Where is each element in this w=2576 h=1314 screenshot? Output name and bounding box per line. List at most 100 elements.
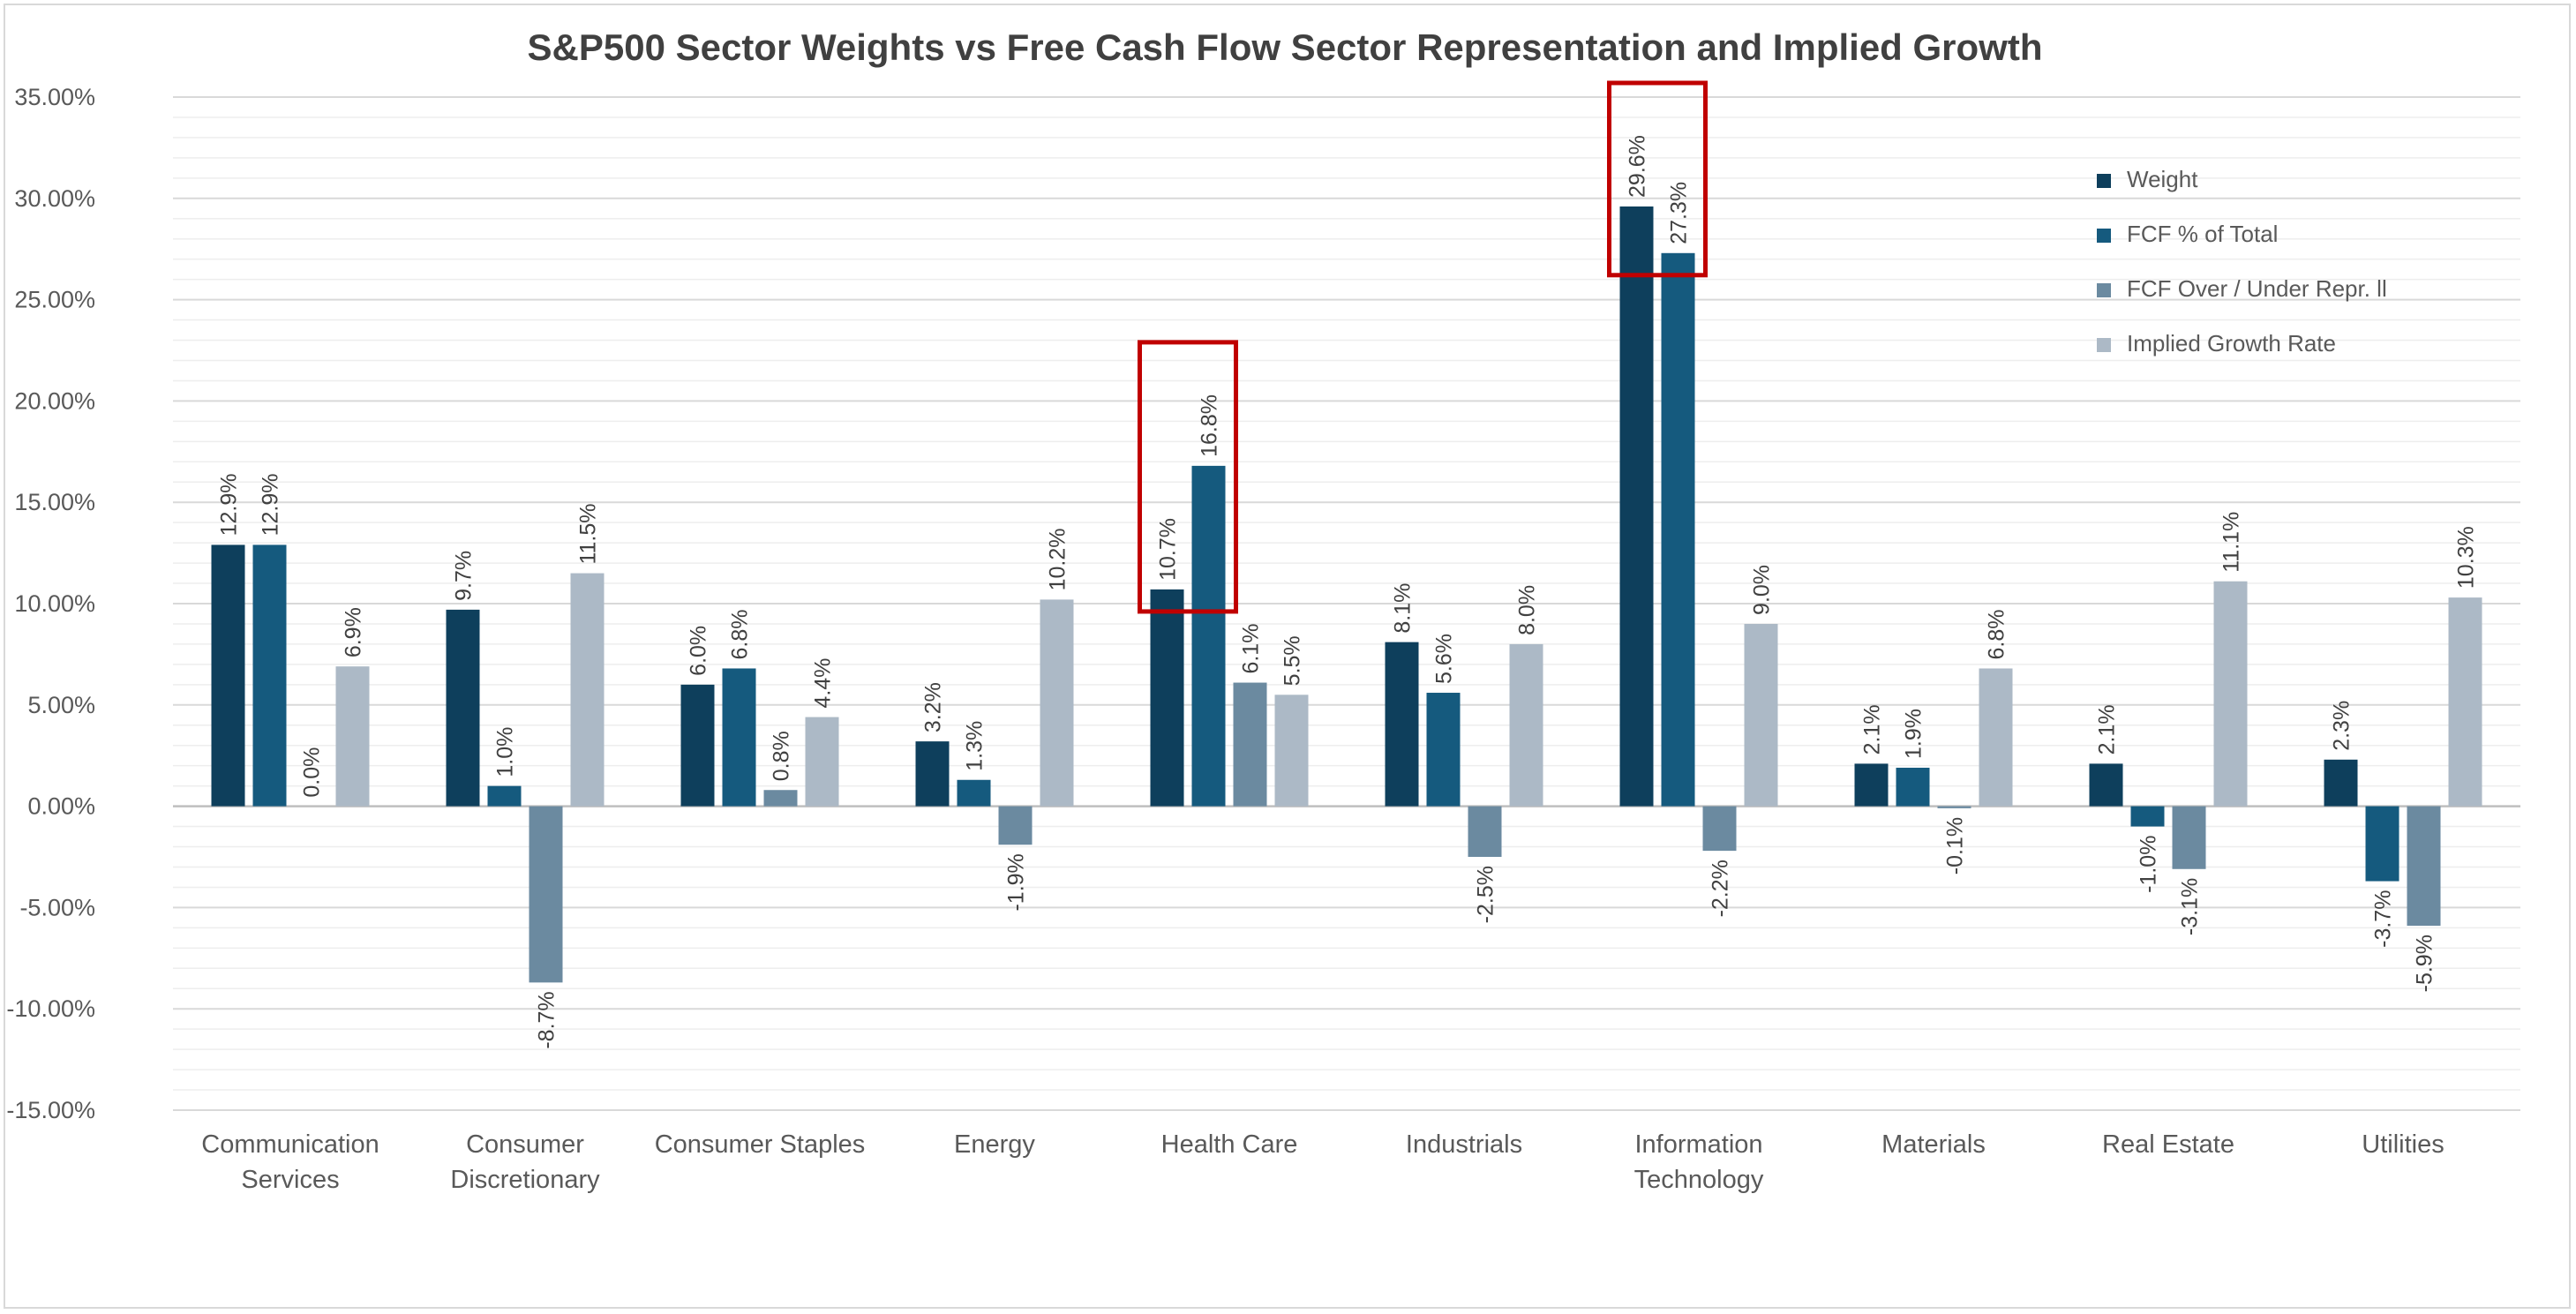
- data-label: 27.3%: [1667, 182, 1692, 244]
- bar-fcf-over-under-repr-ll: [1937, 806, 1971, 808]
- sector-bar-chart: S&P500 Sector Weights vs Free Cash Flow …: [6, 26, 2520, 1194]
- data-label: 6.0%: [687, 626, 711, 676]
- x-category-label: Communication Services: [201, 1130, 379, 1194]
- highlight-box: [1138, 340, 1238, 614]
- data-label: 11.5%: [576, 504, 601, 565]
- data-label: -1.9%: [1004, 853, 1029, 911]
- data-label: 6.1%: [1239, 624, 1264, 674]
- x-category-label: Energy: [954, 1130, 1035, 1159]
- data-label: 2.1%: [2095, 704, 2120, 755]
- bar-weight: [446, 609, 480, 807]
- bar-implied-growth-rate: [2213, 581, 2248, 807]
- x-category-label: Real Estate: [2102, 1130, 2234, 1159]
- bar-fcf-of-total: [487, 785, 522, 807]
- bar-fcf-over-under-repr-ll: [998, 806, 1033, 845]
- legend: Weight FCF % of Total FCF Over / Under Rep…: [2097, 166, 2387, 357]
- bar-fcf-of-total: [2130, 806, 2165, 827]
- data-label: 0.8%: [770, 731, 794, 781]
- bars: [211, 206, 2482, 983]
- y-tick-label: 25.00%: [14, 287, 95, 313]
- data-label: 8.1%: [1391, 583, 1416, 634]
- data-label: 10.3%: [2454, 526, 2479, 589]
- chart-frame: S&P500 Sector Weights vs Free Cash Flow …: [4, 4, 2571, 1309]
- bar-fcf-over-under-repr-ll: [763, 790, 798, 807]
- bar-fcf-of-total: [252, 544, 287, 807]
- bar-fcf-of-total: [2365, 806, 2400, 882]
- data-label: 1.0%: [493, 727, 518, 777]
- bar-fcf-of-total: [722, 668, 756, 807]
- x-category-label: Consumer Staples: [655, 1130, 866, 1159]
- legend-swatch: [2097, 174, 2111, 188]
- bar-implied-growth-rate: [2448, 597, 2482, 807]
- data-label: 5.5%: [1280, 635, 1305, 686]
- bar-implied-growth-rate: [1274, 695, 1309, 807]
- highlight-boxes: [1138, 80, 1708, 614]
- y-tick-label: 35.00%: [14, 84, 95, 110]
- data-label: 12.9%: [217, 474, 242, 537]
- legend-entry: FCF % of Total: [2127, 221, 2278, 247]
- legend-swatch: [2097, 283, 2111, 297]
- data-label: 8.0%: [1515, 585, 1540, 635]
- data-label: 6.9%: [342, 607, 366, 657]
- bar-fcf-of-total: [1661, 252, 1695, 807]
- legend-entry: Weight: [2127, 166, 2198, 192]
- bar-fcf-of-total: [1191, 465, 1226, 807]
- data-label: 3.2%: [921, 682, 946, 732]
- data-label: 6.8%: [1985, 609, 2009, 659]
- data-label: -3.1%: [2178, 878, 2203, 935]
- data-label: 1.3%: [963, 721, 988, 771]
- data-label: 9.0%: [1750, 565, 1775, 615]
- y-tick-label: -15.00%: [6, 1097, 95, 1123]
- y-axis: 35.00% 30.00% 25.00% 20.00% 15.00% 10.00% 5.00…: [6, 84, 95, 1123]
- y-tick-label: -10.00%: [6, 995, 95, 1022]
- chart-title: S&P500 Sector Weights vs Free Cash Flow …: [528, 26, 2043, 68]
- legend-swatch: [2097, 229, 2111, 243]
- legend-entry: Implied Growth Rate: [2127, 330, 2336, 357]
- bar-fcf-of-total: [1896, 767, 1930, 807]
- bar-weight: [1385, 642, 1419, 807]
- bar-fcf-of-total: [957, 779, 991, 807]
- bar-weight: [1150, 589, 1184, 807]
- data-label: 0.0%: [300, 747, 325, 798]
- data-label: 29.6%: [1626, 135, 1650, 198]
- data-label: -2.5%: [1474, 866, 1498, 923]
- y-tick-label: 10.00%: [14, 590, 95, 617]
- bar-fcf-over-under-repr-ll: [1468, 806, 1502, 857]
- bar-implied-growth-rate: [1979, 668, 2013, 807]
- bar-fcf-over-under-repr-ll: [1702, 806, 1737, 852]
- bar-weight: [1619, 206, 1654, 807]
- y-tick-label: 30.00%: [14, 185, 95, 212]
- data-label: 6.8%: [728, 609, 753, 659]
- bar-weight: [680, 684, 715, 807]
- bar-weight: [1854, 763, 1889, 807]
- bar-weight: [915, 741, 950, 807]
- bar-weight: [2089, 763, 2123, 807]
- data-label: 2.3%: [2330, 701, 2354, 751]
- data-labels: 12.9% 9.7% 6.0% 3.2% 10.7% 8.1% 29.6% 2.1% 2.1% 2…: [217, 135, 2479, 1049]
- data-label: 2.1%: [1860, 704, 1885, 755]
- bar-fcf-of-total: [1426, 693, 1461, 807]
- bar-implied-growth-rate: [335, 666, 370, 807]
- bar-fcf-over-under-repr-ll: [529, 806, 563, 983]
- data-label: -1.0%: [2137, 836, 2161, 893]
- data-label: 5.6%: [1432, 634, 1457, 684]
- data-label: -5.9%: [2413, 935, 2437, 992]
- y-tick-label: 0.00%: [27, 793, 95, 820]
- data-label: 4.4%: [811, 658, 836, 709]
- data-label: 9.7%: [452, 551, 477, 601]
- bar-weight: [2324, 759, 2358, 807]
- highlight-box: [1607, 80, 1708, 278]
- data-label: 11.1%: [2219, 512, 2244, 573]
- legend-entry: FCF Over / Under Repr. ll: [2127, 275, 2387, 302]
- bar-implied-growth-rate: [1744, 623, 1778, 807]
- data-label: 10.2%: [1046, 529, 1070, 591]
- y-tick-label: 15.00%: [14, 489, 95, 515]
- gridlines: [173, 96, 2520, 1111]
- bar-fcf-over-under-repr-ll: [2407, 806, 2441, 927]
- bar-implied-growth-rate: [570, 573, 605, 807]
- y-tick-label: -5.00%: [19, 894, 95, 920]
- data-label: -3.7%: [2371, 890, 2396, 948]
- bar-fcf-over-under-repr-ll: [2172, 806, 2206, 869]
- bar-implied-growth-rate: [1040, 599, 1074, 807]
- bar-weight: [211, 544, 245, 807]
